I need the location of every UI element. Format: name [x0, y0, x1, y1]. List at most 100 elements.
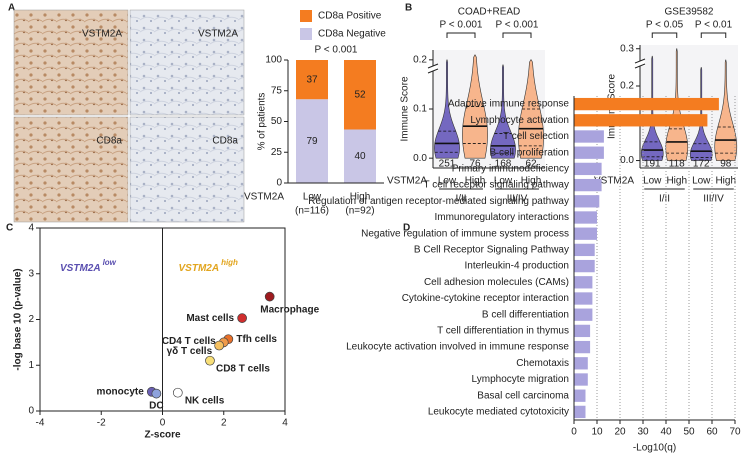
y-tick-label: 0.0: [620, 155, 634, 166]
y-tick-label: 4: [28, 223, 34, 234]
point-label: monocyte: [97, 386, 145, 397]
point-label: NK cells: [185, 395, 225, 406]
y-tick-label: B cell proliferation: [490, 147, 569, 158]
y-tick-label: 3: [28, 268, 34, 279]
x-tick-label: 20: [614, 427, 626, 438]
significance-bracket: [446, 32, 476, 38]
x-axis-label: -Log10(q): [633, 443, 676, 454]
point-label: Macrophage: [260, 304, 319, 315]
y-tick-label: Interleukin-4 production: [464, 261, 569, 272]
legend-swatch: [300, 28, 312, 40]
y-tick-label: T cell selection: [503, 131, 569, 142]
bar: [574, 146, 604, 159]
y-tick-label: 0.2: [413, 54, 427, 65]
micrograph: [13, 9, 129, 116]
x-tick-label: -2: [97, 418, 106, 429]
significance-bracket: [651, 32, 678, 38]
y-tick-label: 0: [276, 178, 282, 189]
x-tick-label: 10: [591, 427, 603, 438]
panel-label: B: [405, 3, 412, 14]
bar: [574, 243, 595, 257]
bar: [574, 114, 708, 127]
point: [214, 340, 225, 351]
violin: [689, 67, 713, 161]
x-tick-label: High: [465, 176, 486, 187]
x-tick-label: Low: [303, 192, 322, 203]
y-tick-label: 25: [271, 147, 283, 158]
category-note: (n=116): [295, 206, 329, 217]
y-tick-label: Negative regulation of immune system pro…: [361, 228, 569, 239]
significance-label: P < 0.05: [646, 20, 684, 31]
y-tick-label: 100: [265, 55, 282, 66]
group-annotation: VSTM2Alow: [60, 258, 117, 274]
micrograph: [13, 116, 129, 223]
chart-title: P < 0.001: [315, 45, 358, 56]
y-tick-label: B cell differentiation: [482, 309, 569, 320]
y-tick-label: Regulation of antigen receptor-mediated …: [308, 196, 569, 207]
y-tick-label: Chemotaxis: [516, 358, 569, 369]
bar-count-label: 79: [306, 136, 318, 147]
significance-label: P < 0.01: [695, 20, 733, 31]
chart-title: GSE39582: [665, 7, 714, 18]
y-tick-label: Leukocyte mediated cytotoxicity: [428, 407, 569, 418]
panel-label: D: [403, 223, 410, 234]
count-label: 251: [439, 159, 456, 170]
y-tick-label: 0: [28, 406, 34, 417]
x-tick-label: 30: [637, 427, 649, 438]
x-tick-label: Low: [692, 176, 711, 187]
point-label: Tfh cells: [236, 334, 277, 345]
y-tick-label: Leukocyte activation involved in immune …: [346, 342, 569, 353]
group-label: III/IV: [703, 194, 724, 205]
category-note: (n=92): [345, 206, 374, 217]
group-annotation: VSTM2Ahigh: [179, 258, 239, 274]
count-label: 118: [669, 159, 685, 170]
legend-label: CD8a Positive: [318, 11, 382, 22]
bar: [574, 373, 588, 386]
bar: [574, 357, 588, 370]
axis-break-gap: [635, 61, 645, 66]
bar-segment: [296, 99, 328, 183]
axis-break: [634, 63, 646, 69]
violin: [714, 59, 738, 161]
y-tick-label: Cytokine-cytokine receptor interaction: [402, 293, 569, 304]
point-label: DC: [149, 400, 163, 411]
violin: [518, 59, 544, 159]
x-tick-label: 0: [160, 418, 166, 429]
bar-segment: [344, 129, 376, 183]
panel-label: C: [6, 223, 13, 234]
y-tick-label: 50: [271, 116, 283, 127]
axis-break: [427, 68, 439, 74]
bar-count-label: 37: [306, 74, 318, 85]
significance-label: P < 0.001: [496, 20, 539, 31]
bar-count-label: 40: [354, 151, 366, 162]
micrograph: [129, 116, 245, 223]
x-tick-label: Low: [438, 176, 457, 187]
bar: [574, 405, 586, 419]
y-axis-label: % of patients: [257, 93, 268, 151]
y-axis-label: -log base 10 (p-value): [13, 268, 24, 370]
bar: [574, 324, 591, 338]
group-label: I/II: [455, 194, 466, 205]
bar: [574, 389, 586, 402]
bar-segment: [344, 60, 376, 130]
x-axis-label: Z-score: [144, 430, 181, 441]
bar: [574, 178, 602, 192]
point: [264, 291, 275, 302]
x-tick-label: High: [715, 176, 736, 187]
bar: [574, 276, 593, 289]
annotation-text: VSTM2A: [60, 263, 101, 274]
x-tick-label: 2: [221, 418, 227, 429]
bar: [574, 340, 591, 354]
point-label: CD4 T cells: [162, 336, 216, 347]
point-label: Mast cells: [186, 313, 234, 324]
row-label: VSTM2A: [387, 176, 427, 187]
image-label: CD8a: [96, 136, 122, 147]
point-label: CD8 T cells: [216, 363, 270, 374]
axis-break: [427, 63, 439, 69]
count-label: 76: [469, 159, 481, 170]
point: [172, 387, 183, 398]
count-label: 98: [720, 159, 732, 170]
count-label: 168: [495, 159, 512, 170]
y-tick-label: Basal cell carcinoma: [477, 390, 569, 401]
bar: [574, 130, 604, 143]
